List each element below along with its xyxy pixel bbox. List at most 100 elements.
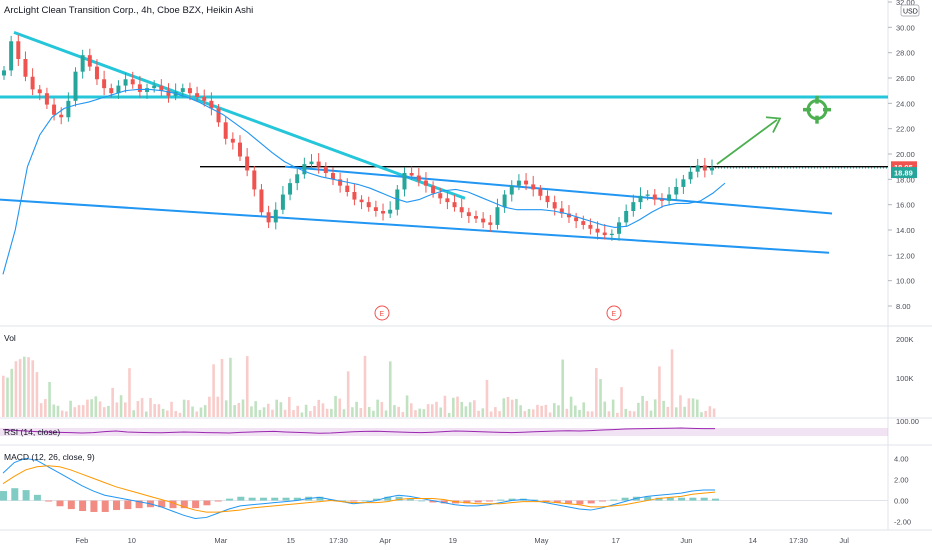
volume-bar — [536, 404, 539, 417]
volume-bar — [401, 412, 405, 417]
macd-histogram-bar — [395, 496, 403, 501]
candle-body — [452, 202, 457, 208]
macd-histogram-bar — [384, 496, 392, 501]
volume-bar — [414, 410, 417, 417]
candle-body — [23, 59, 28, 77]
volume-bar — [662, 400, 665, 417]
volume-bar — [515, 398, 518, 417]
candle-body — [488, 222, 493, 225]
volume-bar — [136, 401, 140, 417]
candle-body — [624, 211, 629, 223]
macd-histogram-bar — [203, 500, 211, 506]
candle-body — [37, 89, 42, 94]
volume-bar — [510, 399, 514, 417]
candle-body — [245, 156, 250, 171]
volume-bar — [81, 405, 85, 417]
macd-histogram-bar — [169, 500, 177, 509]
macd-histogram-bar — [474, 500, 482, 503]
candle-body — [202, 97, 207, 101]
y-tick-label: 22.00 — [896, 125, 915, 134]
y-tick-label: 16.00 — [896, 201, 915, 210]
candle-body — [316, 161, 321, 167]
candle-body — [574, 217, 579, 222]
candle-body — [273, 209, 278, 223]
volume-bar — [229, 357, 232, 417]
volume-bar — [519, 405, 522, 417]
volume-bar — [212, 364, 215, 417]
volume-bar — [460, 401, 464, 417]
macd-histogram-bar — [655, 497, 663, 501]
x-tick-label: 14 — [749, 536, 757, 545]
currency-label: USD — [903, 9, 918, 16]
chart-title: ArcLight Clean Transition Corp., 4h, Cbo… — [4, 5, 254, 16]
macd-histogram-bar — [712, 498, 719, 501]
volume-y-tick: 100K — [896, 374, 914, 383]
volume-bar — [170, 401, 173, 417]
volume-bar — [48, 382, 51, 417]
volume-bar — [679, 395, 682, 417]
volume-bar — [237, 403, 241, 417]
macd-histogram-bar — [293, 497, 301, 501]
volume-bar — [283, 409, 287, 417]
candle-body — [688, 171, 693, 180]
volume-bar — [452, 397, 455, 417]
volume-bar — [431, 404, 434, 417]
candle-body — [373, 207, 378, 211]
y-tick-label: 24.00 — [896, 99, 915, 108]
candle-body — [166, 90, 171, 96]
volume-bar — [18, 359, 22, 417]
candle-body — [681, 179, 686, 187]
volume-bar — [69, 400, 72, 417]
candle-body — [52, 104, 57, 115]
x-tick-label: 17 — [612, 536, 620, 545]
candle-body — [431, 185, 436, 194]
volume-bar — [595, 368, 598, 417]
volume-bar — [111, 387, 114, 417]
price-label-badge — [891, 167, 917, 179]
macd-histogram-bar — [11, 488, 19, 501]
volume-bar — [191, 406, 194, 417]
x-tick-label: 15 — [287, 536, 295, 545]
volume-bar — [578, 409, 581, 417]
lower-channel-line — [0, 198, 830, 254]
volume-bar — [439, 407, 443, 417]
candle-body — [187, 88, 192, 94]
candle-body — [195, 93, 200, 97]
volume-bar — [157, 404, 161, 417]
volume-bar — [372, 410, 375, 417]
volume-bar — [418, 408, 421, 417]
volume-bar — [241, 399, 245, 417]
candle-body — [259, 189, 264, 213]
volume-bar — [292, 410, 295, 417]
macd-histogram-bar — [101, 500, 109, 512]
y-tick-label: 10.00 — [896, 277, 915, 286]
candle-body — [223, 122, 228, 139]
volume-bar — [498, 411, 501, 417]
volume-bar — [52, 404, 56, 417]
x-tick-label: 19 — [449, 536, 457, 545]
candle-body — [609, 233, 614, 236]
earnings-marker-label: E — [612, 311, 617, 318]
candle-body — [152, 85, 157, 89]
macd-histogram-bar — [350, 500, 358, 502]
volume-bar — [367, 406, 371, 417]
volume-bar — [14, 361, 18, 417]
candle-body — [130, 79, 135, 85]
volume-bar — [35, 372, 39, 417]
volume-bar — [502, 398, 506, 417]
macd-histogram-bar — [485, 500, 493, 502]
macd-histogram-bar — [339, 500, 347, 502]
volume-bar — [603, 401, 607, 417]
candle-body — [602, 232, 607, 236]
volume-bar — [304, 404, 308, 417]
x-tick-label: 17:30 — [789, 536, 808, 545]
volume-bar — [23, 356, 26, 417]
volume-bar — [494, 407, 497, 417]
volume-bar — [279, 402, 283, 417]
macd-histogram-bar — [621, 497, 629, 501]
candle-body — [516, 180, 521, 186]
volume-bar — [456, 396, 459, 417]
macd-histogram-bar — [429, 500, 437, 503]
macd-histogram-bar — [67, 500, 75, 510]
